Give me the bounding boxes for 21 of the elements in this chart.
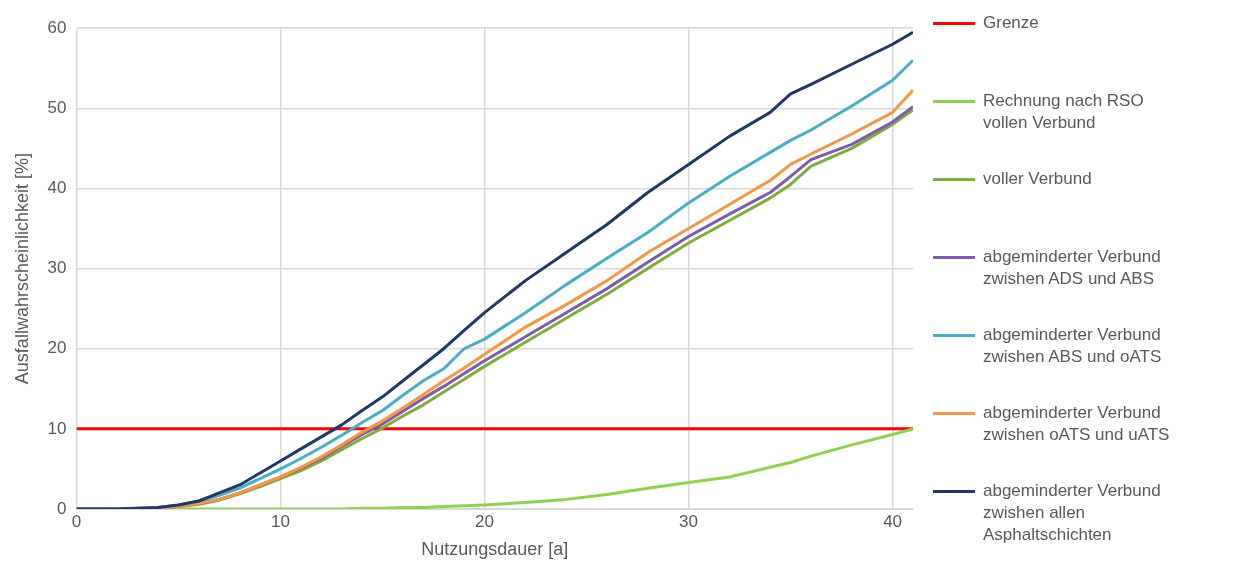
legend-label: abgeminderter Verbund zwishen oATS und uATS [983, 402, 1171, 446]
x-tick-label: 20 [475, 511, 495, 531]
y-tick-label: 20 [47, 338, 67, 358]
x-tick-label: 40 [883, 511, 903, 531]
legend-label: Rechnung nach RSO vollen Verbund [983, 90, 1145, 134]
legend-label: voller Verbund [983, 168, 1093, 190]
x-tick-label: 30 [679, 511, 699, 531]
y-tick-label: 10 [47, 418, 67, 438]
x-axis-title: Nutzungsdauer [a] [421, 539, 569, 560]
y-tick-label: 30 [47, 258, 67, 278]
y-tick-label: 60 [47, 17, 67, 37]
legend-label: Grenze [983, 12, 1040, 34]
y-tick-label: 50 [47, 98, 67, 118]
legend-label: abgeminderter Verbund zwishen allen Asphaltschichten [983, 480, 1162, 546]
y-axis-title: Ausfallwahrscheinlichkeit [%] [11, 153, 32, 385]
legend-label: abgeminderter Verbund zwishen ABS und oATS [983, 324, 1163, 368]
x-tick-label: 0 [71, 511, 82, 531]
y-tick-label: 40 [47, 178, 67, 198]
x-tick-label: 10 [271, 511, 290, 531]
y-tick-label: 0 [57, 498, 67, 518]
legend-label: abgeminderter Verbund zwishen ADS und ABS [983, 246, 1162, 290]
